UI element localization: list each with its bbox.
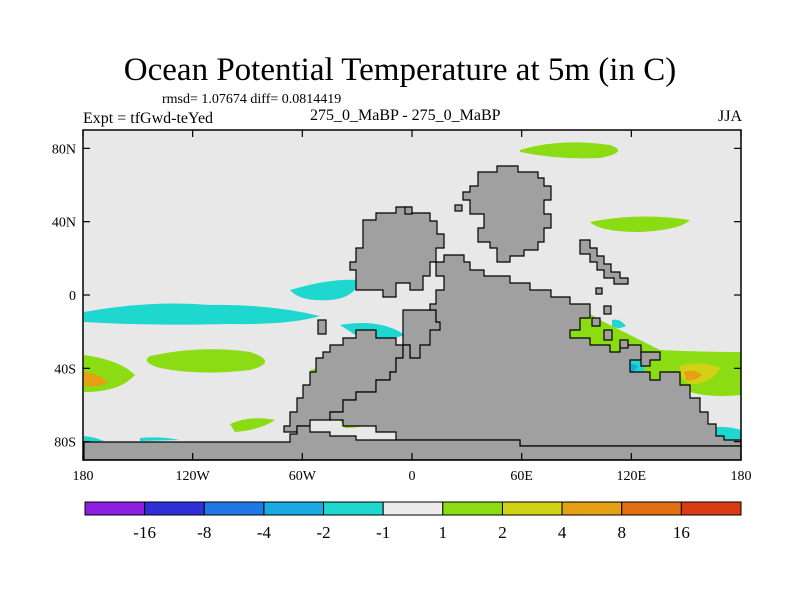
- island-east-1: [591, 317, 601, 327]
- colorbar-segment: [263, 501, 325, 516]
- colorbar-label: 2: [498, 523, 507, 542]
- anomaly-patch-wpacific-cool: [84, 303, 320, 325]
- land-americas: [349, 206, 445, 298]
- colorbar-label: -8: [197, 523, 211, 542]
- colorbar-label: -4: [257, 523, 272, 542]
- anomaly-patch-epacific-cool: [290, 279, 360, 301]
- stats-label: rmsd= 1.07674 diff= 0.0814419: [162, 92, 342, 107]
- y-tick-label: 80N: [52, 142, 76, 157]
- island-east-4: [619, 339, 629, 349]
- colorbar-segment: [680, 501, 742, 516]
- colorbar-segment: [382, 501, 444, 516]
- land-eurasia: [462, 165, 552, 263]
- x-tick-label: 0: [409, 469, 416, 484]
- anomaly-patch-east-4-8: [684, 370, 702, 381]
- island-arctic-1: [404, 206, 413, 215]
- x-tick-label: 180: [731, 469, 752, 484]
- island-east-3: [603, 329, 613, 341]
- colorbar-segment: [621, 501, 682, 516]
- island-arctic-2: [454, 204, 463, 212]
- land-masses: [83, 165, 742, 461]
- colorbar-segment: [501, 501, 563, 516]
- colorbar-label: -2: [316, 523, 330, 542]
- colorbar-label: -1: [376, 523, 390, 542]
- x-tick-label: 120W: [176, 469, 211, 484]
- anomaly-patch-arctic: [520, 142, 618, 159]
- comparison-label: 275_0_MaBP - 275_0_MaBP: [310, 107, 501, 124]
- season-label: JJA: [717, 108, 742, 125]
- colorbar-label: 1: [439, 523, 448, 542]
- colorbar-segment: [442, 501, 503, 516]
- anomaly-patch-spacific-warm: [146, 349, 265, 373]
- island-east-5: [595, 287, 603, 295]
- colorbar-segment: [84, 501, 146, 516]
- x-tick-label: 60W: [289, 469, 317, 484]
- anomaly-patch-southeast-hot: [84, 372, 108, 387]
- colorbar-label: 8: [617, 523, 626, 542]
- anomaly-patch-npacific: [590, 216, 690, 232]
- y-axis: 80N 40N 0 40S 80S: [52, 142, 741, 451]
- x-tick-label: 60E: [510, 469, 533, 484]
- colorbar-label: -16: [133, 523, 156, 542]
- x-tick-label: 120E: [617, 469, 647, 484]
- colorbar-label: 4: [558, 523, 567, 542]
- experiment-label: Expt = tfGwd-teYed: [83, 110, 214, 127]
- anomaly-patch-equator-cool-east: [612, 319, 626, 328]
- island-central-pacific: [317, 319, 327, 335]
- colorbar-segment: [144, 501, 205, 516]
- y-tick-label: 40S: [54, 362, 76, 377]
- x-axis: 180 120W 60W 0 60E 120E 180: [73, 130, 752, 484]
- y-tick-label: 80S: [54, 436, 76, 451]
- colorbar-segment: [561, 501, 623, 516]
- y-tick-label: 40N: [52, 216, 76, 231]
- anomaly-patch-southern-cool-2: [140, 437, 180, 441]
- colorbar-label: 16: [673, 523, 690, 542]
- colorbar: -16 -8 -4 -2 -1 1 2 4 8 16: [84, 501, 742, 542]
- land-japan-arc: [579, 239, 629, 285]
- x-tick-label: 180: [73, 469, 94, 484]
- colorbar-segment: [203, 501, 265, 516]
- land-africa-block: [329, 254, 742, 447]
- chart-title: Ocean Potential Temperature at 5m (in C): [123, 52, 677, 88]
- anomaly-patch-southern-cool-1: [84, 436, 104, 442]
- colorbar-segment: [323, 501, 384, 516]
- anomaly-patch-southern-strip: [230, 418, 275, 432]
- anomaly-patch-south-cool: [710, 426, 741, 442]
- y-tick-label: 0: [69, 289, 76, 304]
- land-east-block: [640, 351, 661, 367]
- island-east-2: [603, 305, 612, 315]
